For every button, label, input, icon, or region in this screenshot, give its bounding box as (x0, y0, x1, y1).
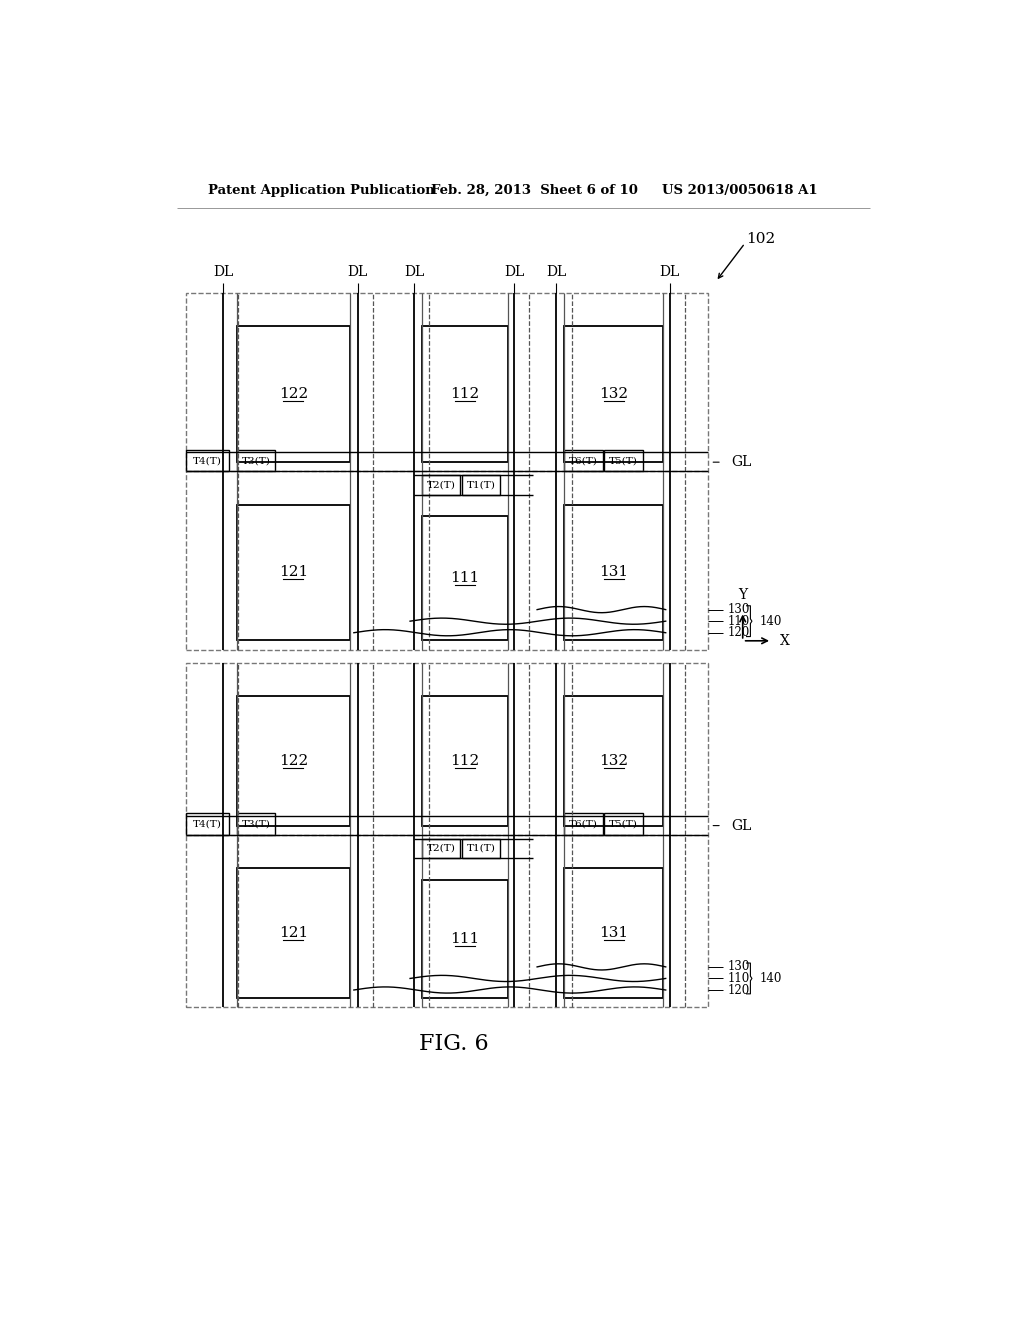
Text: 102: 102 (746, 232, 776, 247)
Text: 132: 132 (599, 387, 629, 401)
Text: 110: 110 (728, 615, 751, 628)
Text: 112: 112 (451, 754, 479, 768)
Text: T3(T): T3(T) (242, 457, 270, 465)
Bar (564, 504, 664, 640)
Text: T2(T): T2(T) (426, 843, 456, 853)
Bar (237, 450, 275, 471)
Text: T1(T): T1(T) (467, 843, 496, 853)
Text: DL: DL (347, 265, 368, 280)
Text: DL: DL (213, 265, 233, 280)
Text: GL: GL (731, 455, 752, 469)
Text: 121: 121 (279, 565, 308, 579)
Text: 131: 131 (599, 565, 629, 579)
Text: DL: DL (504, 265, 524, 280)
Bar (564, 696, 664, 825)
Bar (462, 838, 500, 858)
Text: T4(T): T4(T) (194, 820, 222, 829)
Text: 130: 130 (728, 961, 751, 973)
Bar (237, 504, 350, 640)
Bar (237, 326, 350, 462)
Bar (186, 293, 708, 649)
Bar (237, 813, 275, 834)
Text: 140: 140 (760, 615, 782, 628)
Text: 122: 122 (279, 387, 308, 401)
Bar (604, 450, 643, 471)
Text: 111: 111 (451, 572, 479, 585)
Bar (462, 475, 500, 495)
Bar (604, 813, 643, 834)
Text: T5(T): T5(T) (609, 820, 638, 829)
Bar (422, 696, 508, 825)
Text: 130: 130 (728, 603, 751, 616)
Bar (237, 869, 350, 998)
Bar (186, 813, 229, 834)
Text: T4(T): T4(T) (194, 457, 222, 465)
Bar (564, 869, 664, 998)
Text: DL: DL (403, 265, 424, 280)
Bar (422, 475, 460, 495)
Bar (564, 450, 602, 471)
Bar (422, 516, 508, 640)
Text: 131: 131 (599, 925, 629, 940)
Bar (186, 450, 229, 471)
Text: T2(T): T2(T) (426, 480, 456, 490)
Bar (186, 663, 708, 1007)
Text: DL: DL (546, 265, 566, 280)
Text: 120: 120 (728, 626, 751, 639)
Text: 121: 121 (279, 925, 308, 940)
Bar (422, 326, 508, 462)
Text: 140: 140 (760, 972, 782, 985)
Text: Patent Application Publication: Patent Application Publication (208, 185, 434, 197)
Bar (237, 696, 350, 825)
Text: X: X (779, 634, 790, 648)
Text: T6(T): T6(T) (569, 457, 598, 465)
Text: T5(T): T5(T) (609, 457, 638, 465)
Text: FIG. 6: FIG. 6 (419, 1032, 488, 1055)
Text: 132: 132 (599, 754, 629, 768)
Text: US 2013/0050618 A1: US 2013/0050618 A1 (662, 185, 817, 197)
Text: Feb. 28, 2013  Sheet 6 of 10: Feb. 28, 2013 Sheet 6 of 10 (431, 185, 638, 197)
Text: DL: DL (659, 265, 680, 280)
Text: 120: 120 (728, 983, 751, 997)
Text: 122: 122 (279, 754, 308, 768)
Text: 110: 110 (728, 972, 751, 985)
Text: 111: 111 (451, 932, 479, 945)
Text: T6(T): T6(T) (569, 820, 598, 829)
Text: T3(T): T3(T) (242, 820, 270, 829)
Bar (564, 813, 602, 834)
Bar (422, 838, 460, 858)
Text: T1(T): T1(T) (467, 480, 496, 490)
Bar (422, 879, 508, 998)
Text: Y: Y (738, 589, 748, 602)
Text: 112: 112 (451, 387, 479, 401)
Text: GL: GL (731, 818, 752, 833)
Bar (564, 326, 664, 462)
